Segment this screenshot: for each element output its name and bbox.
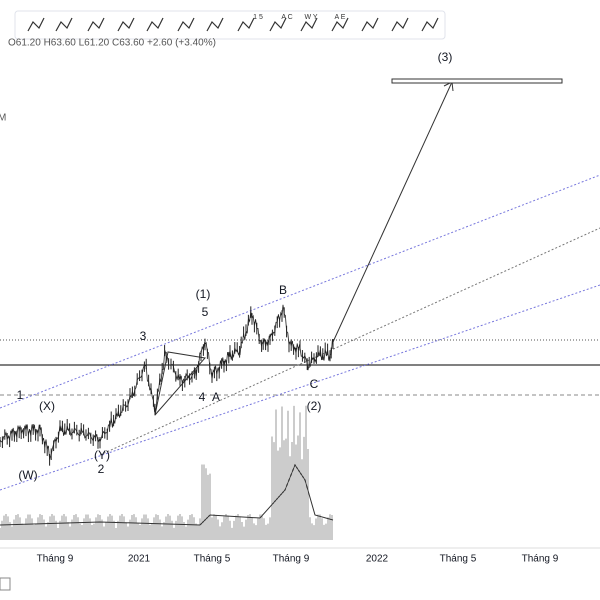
- x-axis-label: Tháng 9: [522, 554, 559, 565]
- projection-arrow: [332, 81, 453, 343]
- channel-middle: [99, 227, 600, 456]
- wave-label: (2): [307, 399, 322, 413]
- wave-label: 5: [202, 305, 209, 319]
- tool-icon[interactable]: [361, 17, 379, 32]
- tool-icon[interactable]: [237, 17, 255, 32]
- toolbar-icons: 1 5 A C W Y A E: [27, 14, 439, 32]
- tool-label: W Y: [304, 14, 317, 21]
- wave-label: 3: [140, 329, 147, 343]
- tool-label: A E: [335, 14, 346, 21]
- x-axis-label: Tháng 5: [194, 554, 231, 565]
- tool-icon[interactable]: [269, 17, 287, 32]
- channel-upper: [0, 174, 600, 409]
- tool-icon[interactable]: [206, 17, 224, 32]
- tool-icon[interactable]: [421, 17, 439, 32]
- drawing-toolbar: [14, 10, 446, 40]
- tool-icon[interactable]: [27, 17, 45, 32]
- tool-label: A C: [281, 14, 292, 21]
- tool-icon[interactable]: [55, 17, 73, 32]
- tool-icon[interactable]: [331, 17, 349, 32]
- tool-icon[interactable]: [146, 17, 164, 32]
- scale-label: M: [0, 113, 6, 124]
- x-axis-label: Tháng 9: [37, 554, 74, 565]
- volume: [0, 405, 334, 540]
- tool-icon[interactable]: [177, 17, 195, 32]
- volume-ma: [0, 463, 334, 526]
- wave-label: (3): [438, 50, 453, 64]
- triangle: [154, 351, 206, 416]
- wave-label: (Y): [94, 448, 110, 462]
- wave-label: (W): [18, 468, 37, 482]
- x-axis-label: 2021: [128, 554, 151, 565]
- tool-icon[interactable]: [300, 17, 318, 32]
- x-axis-label: 2022: [366, 554, 389, 565]
- wave-label: 2: [98, 462, 105, 476]
- tool-icon[interactable]: [391, 17, 409, 32]
- settings-icon[interactable]: [0, 577, 11, 591]
- wave-label: (1): [196, 287, 211, 301]
- tool-label: 1 5: [253, 14, 263, 21]
- wave-label: 1: [17, 388, 24, 402]
- x-axis-label: Tháng 5: [440, 554, 477, 565]
- wave-label: C: [310, 377, 319, 391]
- ohlc-legend: O61.20 H63.60 L61.20 C63.60 +2.60 (+3.40…: [8, 38, 216, 49]
- tool-icon[interactable]: [117, 17, 135, 32]
- x-axis-label: Tháng 9: [273, 554, 310, 565]
- wave-label: (X): [39, 399, 55, 413]
- wave-label: B: [279, 283, 287, 297]
- price-series: [0, 304, 334, 466]
- target-box: [391, 78, 563, 84]
- tool-icon[interactable]: [87, 17, 105, 32]
- price-line: [0, 304, 334, 460]
- channel-lower: [0, 284, 600, 491]
- wave-label: 4: [199, 390, 206, 404]
- wave-label: A: [212, 390, 220, 404]
